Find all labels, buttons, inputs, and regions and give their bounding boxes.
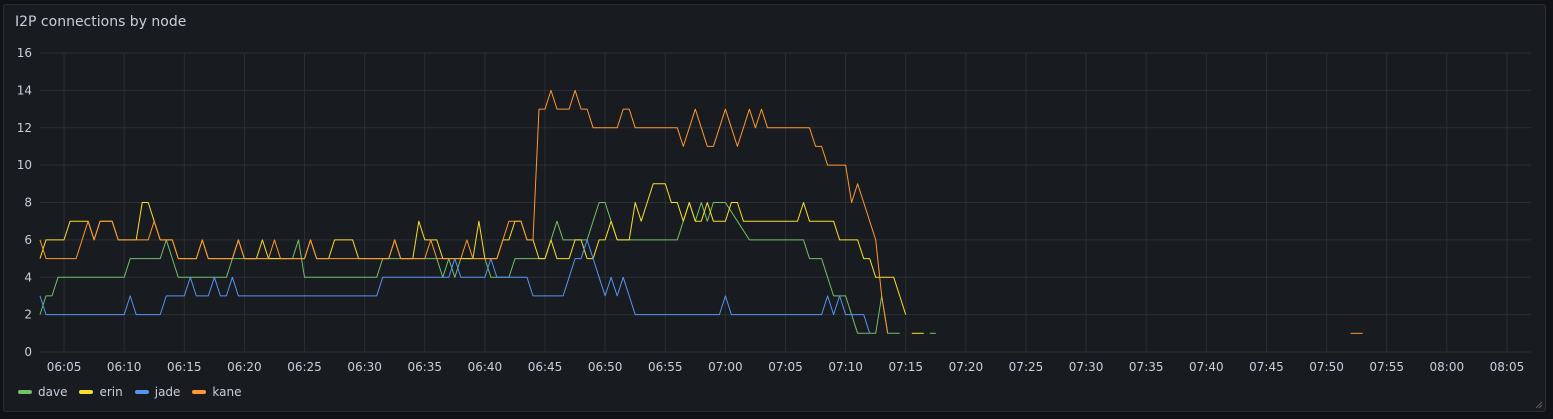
legend-label: erin (99, 385, 123, 399)
y-tick-label: 2 (24, 308, 32, 322)
x-tick-label: 06:40 (468, 360, 503, 374)
legend-swatch-icon (79, 390, 94, 394)
x-tick-label: 07:15 (888, 360, 923, 374)
legend: dave erin jade kane (18, 385, 242, 399)
x-tick-label: 06:55 (648, 360, 683, 374)
x-tick-label: 07:50 (1309, 360, 1344, 374)
panel-title[interactable]: I2P connections by node (15, 14, 187, 30)
x-tick-label: 06:30 (347, 360, 382, 374)
legend-swatch-icon (134, 390, 149, 394)
series-lines (39, 89, 1363, 334)
x-tick-label: 07:10 (828, 360, 863, 374)
legend-swatch-icon (18, 390, 32, 394)
legend-item-jade[interactable]: jade (134, 385, 181, 399)
x-tick-labels: 06:05 06:10 06:15 06:20 06:25 06:30 06:35 06:40… (47, 360, 1524, 374)
x-tick-label: 06:35 (407, 360, 442, 374)
series-line-jade[interactable] (39, 239, 871, 334)
x-tick-label: 06:20 (227, 360, 262, 374)
y-tick-label: 8 (24, 196, 32, 210)
x-tick-label: 06:45 (528, 360, 563, 374)
series-line-kane[interactable] (39, 89, 889, 334)
resize-handle-icon[interactable] (1533, 399, 1543, 409)
series-line-dave[interactable] (39, 202, 900, 334)
legend-item-erin[interactable]: erin (79, 385, 123, 399)
x-tick-label: 06:10 (107, 360, 142, 374)
x-tick-label: 07:00 (708, 360, 743, 374)
y-tick-label: 4 (24, 270, 32, 284)
x-tick-label: 06:50 (588, 360, 623, 374)
x-tick-label: 06:15 (167, 360, 202, 374)
panel: I2P connections by node 0 2 4 6 8 10 12 14 16 06… (3, 4, 1546, 412)
y-tick-label: 14 (17, 83, 32, 97)
legend-item-dave[interactable]: dave (18, 385, 67, 399)
x-tick-label: 06:05 (47, 360, 82, 374)
y-tick-labels: 0 2 4 6 8 10 12 14 16 (17, 46, 32, 359)
x-tick-label: 08:00 (1430, 360, 1465, 374)
legend-label: kane (212, 385, 242, 399)
x-tick-label: 07:30 (1069, 360, 1104, 374)
x-tick-label: 07:45 (1249, 360, 1284, 374)
y-tick-label: 12 (17, 121, 32, 135)
legend-swatch-icon (192, 390, 207, 394)
x-tick-label: 08:05 (1490, 360, 1525, 374)
y-tick-label: 6 (24, 233, 32, 247)
x-tick-label: 07:05 (768, 360, 803, 374)
series-line-erin[interactable] (39, 183, 907, 315)
y-tick-label: 10 (17, 158, 32, 172)
x-tick-label: 07:55 (1369, 360, 1404, 374)
grid (40, 52, 1531, 353)
x-tick-label: 07:20 (949, 360, 984, 374)
x-tick-label: 06:25 (287, 360, 322, 374)
legend-item-kane[interactable]: kane (192, 385, 242, 399)
y-tick-label: 16 (17, 46, 32, 60)
legend-label: dave (38, 385, 68, 399)
x-tick-label: 07:40 (1189, 360, 1224, 374)
x-tick-label: 07:25 (1009, 360, 1044, 374)
x-tick-label: 07:35 (1129, 360, 1164, 374)
y-tick-label: 0 (24, 345, 32, 359)
legend-label: jade (154, 385, 181, 399)
